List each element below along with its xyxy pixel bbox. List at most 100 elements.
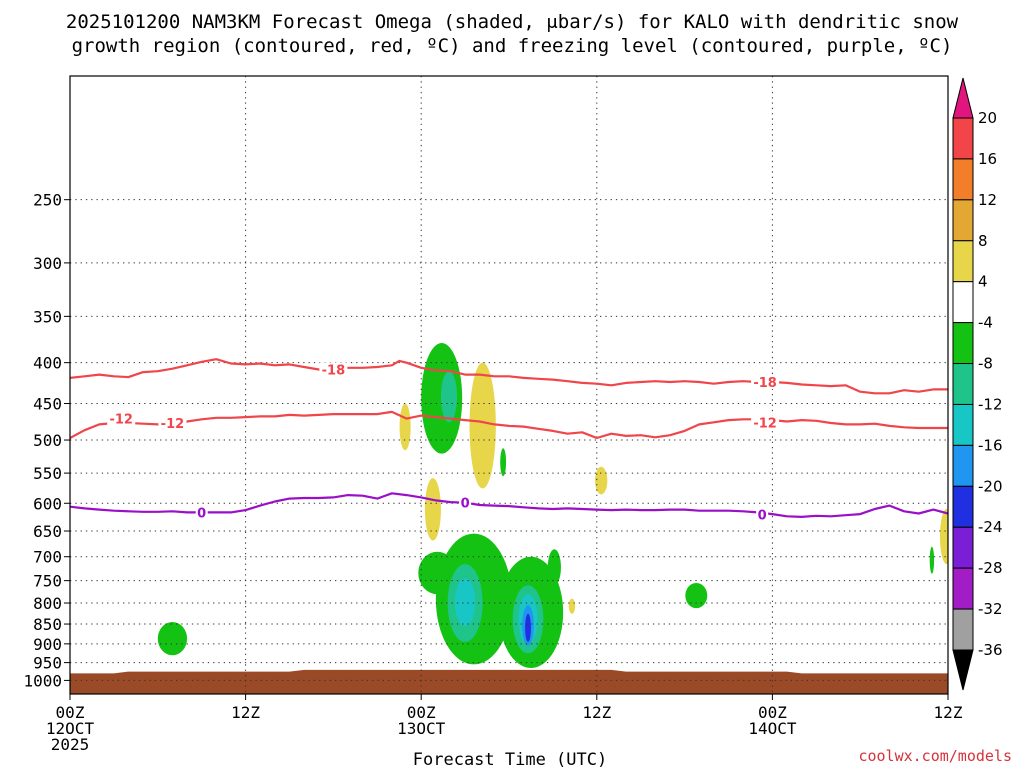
x-axis-label: Forecast Time (UTC) bbox=[413, 750, 607, 768]
y-tick-label-400: 400 bbox=[33, 354, 62, 373]
y-tick-label-900: 900 bbox=[33, 635, 62, 654]
contour-label-bg-2-1 bbox=[459, 495, 472, 510]
contour-label-2-0: 0 bbox=[197, 506, 206, 521]
colorbar-label-5: -4 bbox=[978, 314, 993, 332]
contour-label-bg-2-0 bbox=[195, 505, 208, 520]
contour-label-0-0: -18 bbox=[322, 364, 346, 379]
colorbar-band-5 bbox=[952, 322, 974, 365]
y-tick-label-750: 750 bbox=[33, 572, 62, 591]
colorbar-top-arrow bbox=[952, 77, 974, 119]
contour-label-1-1: -12 bbox=[109, 413, 133, 428]
x-tick-label-48-0: 00Z bbox=[758, 703, 787, 722]
contour-label-bg-2-2 bbox=[756, 507, 769, 522]
omega-region-18 bbox=[454, 578, 476, 627]
y-tick-label-300: 300 bbox=[33, 254, 62, 273]
y-tick-label-250: 250 bbox=[33, 191, 62, 210]
colorbar-bottom-arrow bbox=[952, 649, 974, 691]
ground-surface bbox=[70, 669, 948, 694]
y-axis-ticks: 2503003504004505005506006507007508008509… bbox=[23, 191, 70, 690]
colorbar: 20 16 12 8 4 -4 -8 -12 -16 -20 -24 -28 -32 -36 bbox=[952, 77, 1003, 691]
colorbar-band-7 bbox=[952, 403, 974, 446]
ground-layer bbox=[70, 669, 948, 694]
contour-label-bg-1-0 bbox=[158, 415, 187, 430]
omega-region-21 bbox=[525, 613, 531, 642]
colorbar-label-7: -12 bbox=[978, 395, 1003, 413]
chart-title-line-2: growth region (contoured, red, ºC) and f… bbox=[72, 35, 953, 57]
x-tick-label-24-1: 13OCT bbox=[397, 719, 446, 738]
colorbar-label-11: -28 bbox=[978, 559, 1003, 577]
omega-region-15 bbox=[440, 371, 458, 423]
contour-label-2-1: 0 bbox=[461, 497, 470, 512]
colorbar-band-10 bbox=[952, 526, 974, 569]
y-tick-label-950: 950 bbox=[33, 654, 62, 673]
omega-region-5 bbox=[568, 598, 576, 614]
colorbar-band-6 bbox=[952, 363, 974, 405]
x-tick-label-48-1: 14OCT bbox=[748, 719, 797, 738]
x-tick-label-0-0: 00Z bbox=[56, 703, 85, 722]
x-tick-label-24-0: 00Z bbox=[407, 703, 436, 722]
colorbar-label-10: -24 bbox=[978, 518, 1003, 536]
grid-layer bbox=[70, 76, 948, 694]
contour-label-2-2: 0 bbox=[758, 509, 767, 524]
y-tick-label-600: 600 bbox=[33, 494, 62, 513]
x-tick-label-12-0: 12Z bbox=[231, 703, 260, 722]
y-tick-label-350: 350 bbox=[33, 307, 62, 326]
colorbar-band-9 bbox=[952, 485, 974, 528]
colorbar-label-4: 4 bbox=[978, 273, 988, 291]
y-tick-label-500: 500 bbox=[33, 431, 62, 450]
contour--12-1 bbox=[70, 410, 948, 440]
contour-label-bg-1-1 bbox=[107, 411, 136, 426]
omega-region-14 bbox=[929, 546, 935, 574]
y-tick-label-800: 800 bbox=[33, 594, 62, 613]
omega-region-13 bbox=[685, 582, 708, 609]
x-tick-label-36-0: 12Z bbox=[582, 703, 611, 722]
contour-label-layer: -18 -18 -12 -12 -12 0 0 0 bbox=[107, 362, 780, 524]
credit-link[interactable]: coolwx.com/models bbox=[858, 747, 1012, 765]
colorbar-label-3: 8 bbox=[978, 232, 988, 250]
omega-region-3 bbox=[595, 466, 608, 495]
contour-label-1-2: -12 bbox=[753, 416, 777, 431]
colorbar-label-12: -32 bbox=[978, 600, 1003, 618]
x-tick-label-0-2: 2025 bbox=[51, 735, 90, 754]
chart-title-line-1: 2025101200 NAM3KM Forecast Omega (shaded… bbox=[66, 11, 959, 33]
contour-layer bbox=[70, 358, 948, 518]
omega-region-2 bbox=[424, 478, 441, 541]
y-tick-label-450: 450 bbox=[33, 395, 62, 414]
y-tick-label-650: 650 bbox=[33, 522, 62, 541]
omega-region-11 bbox=[547, 549, 561, 586]
colorbar-label-2: 12 bbox=[978, 191, 997, 209]
omega-region-7 bbox=[500, 448, 507, 477]
contour-label-bg-1-2 bbox=[751, 415, 780, 430]
contour-label-0-1: -18 bbox=[753, 376, 777, 391]
x-tick-label-0-1: 12OCT bbox=[46, 719, 95, 738]
x-tick-label-60-0: 12Z bbox=[934, 703, 963, 722]
contour--18-0 bbox=[70, 358, 948, 395]
colorbar-label-13: -36 bbox=[978, 641, 1003, 659]
contour-label-1-0: -12 bbox=[161, 417, 185, 432]
y-tick-label-700: 700 bbox=[33, 548, 62, 567]
colorbar-label-6: -8 bbox=[978, 355, 993, 373]
colorbar-label-1: 16 bbox=[978, 150, 997, 168]
y-tick-label-1000: 1000 bbox=[23, 671, 62, 690]
contour-label-bg-0-0 bbox=[319, 362, 348, 377]
contour-0-2 bbox=[70, 492, 948, 518]
omega-region-12 bbox=[157, 621, 188, 656]
colorbar-band-4 bbox=[952, 281, 974, 324]
colorbar-label-0: 20 bbox=[978, 109, 997, 127]
omega-region-0 bbox=[399, 403, 411, 451]
colorbar-band-8 bbox=[952, 444, 974, 487]
omega-region-1 bbox=[469, 362, 496, 489]
colorbar-label-8: -16 bbox=[978, 436, 1003, 454]
colorbar-band-1 bbox=[952, 158, 974, 201]
colorbar-band-11 bbox=[952, 567, 974, 610]
colorbar-band-12 bbox=[952, 608, 974, 651]
plot-frame bbox=[69, 75, 949, 695]
colorbar-label-9: -20 bbox=[978, 477, 1003, 495]
colorbar-band-3 bbox=[952, 240, 974, 283]
omega-region-9 bbox=[418, 551, 457, 595]
y-tick-label-850: 850 bbox=[33, 615, 62, 634]
omega-shading-layer bbox=[157, 343, 948, 669]
y-tick-label-550: 550 bbox=[33, 464, 62, 483]
